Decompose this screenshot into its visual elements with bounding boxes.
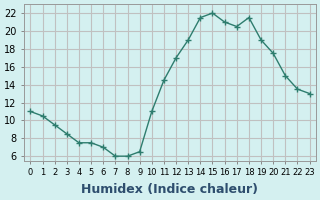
X-axis label: Humidex (Indice chaleur): Humidex (Indice chaleur) [82,183,259,196]
